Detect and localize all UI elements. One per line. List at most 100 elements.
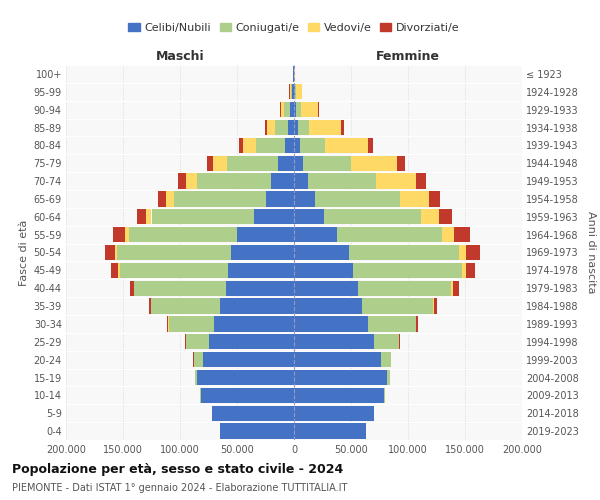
Bar <box>294 209 323 224</box>
Bar <box>308 174 376 188</box>
Bar <box>112 263 118 278</box>
Bar <box>294 156 303 171</box>
Bar <box>294 334 374 349</box>
Bar <box>294 192 314 206</box>
Bar <box>349 245 460 260</box>
Bar <box>213 156 227 171</box>
Bar <box>239 138 242 153</box>
Bar <box>466 263 475 278</box>
Bar <box>169 316 214 332</box>
Bar <box>376 174 416 188</box>
Bar <box>137 209 146 224</box>
Bar <box>220 424 294 438</box>
Bar <box>294 316 368 332</box>
Bar <box>214 316 294 332</box>
Bar <box>300 138 325 153</box>
Bar <box>125 227 128 242</box>
Bar <box>203 352 294 367</box>
Bar <box>167 316 169 332</box>
Bar <box>290 84 292 100</box>
Bar <box>195 370 197 385</box>
Bar <box>368 138 373 153</box>
Bar <box>433 298 434 314</box>
Bar <box>284 102 290 117</box>
Bar <box>296 84 302 100</box>
Bar <box>265 120 266 135</box>
Bar <box>256 138 285 153</box>
Text: PIEMONTE - Dati ISTAT 1° gennaio 2024 - Elaborazione TUTTITALIA.IT: PIEMONTE - Dati ISTAT 1° gennaio 2024 - … <box>12 483 347 493</box>
Bar <box>294 388 384 403</box>
Bar <box>265 192 294 206</box>
Bar <box>271 174 294 188</box>
Bar <box>303 156 351 171</box>
Bar <box>117 245 232 260</box>
Bar <box>314 192 400 206</box>
Bar <box>115 245 117 260</box>
Bar <box>197 174 271 188</box>
Bar <box>281 102 284 117</box>
Text: Femmine: Femmine <box>376 50 440 63</box>
Bar <box>294 406 374 421</box>
Bar <box>151 209 254 224</box>
Bar <box>226 280 294 296</box>
Bar <box>323 209 421 224</box>
Bar <box>294 102 296 117</box>
Bar <box>294 138 300 153</box>
Bar <box>166 192 174 206</box>
Text: Popolazione per età, sesso e stato civile - 2024: Popolazione per età, sesso e stato civil… <box>12 462 343 475</box>
Bar <box>374 334 399 349</box>
Bar <box>442 227 454 242</box>
Bar <box>434 298 437 314</box>
Bar <box>294 84 295 100</box>
Bar <box>290 102 294 117</box>
Bar <box>353 263 461 278</box>
Bar <box>451 280 454 296</box>
Bar <box>421 209 439 224</box>
Bar <box>113 227 125 242</box>
Bar <box>228 263 294 278</box>
Bar <box>209 334 294 349</box>
Bar <box>278 156 294 171</box>
Bar <box>119 263 228 278</box>
Bar <box>388 370 391 385</box>
Bar <box>232 245 294 260</box>
Bar <box>194 352 203 367</box>
Bar <box>454 227 470 242</box>
Bar <box>296 102 301 117</box>
Bar <box>292 84 294 100</box>
Bar <box>351 156 397 171</box>
Bar <box>400 192 428 206</box>
Bar <box>242 138 256 153</box>
Bar <box>362 298 433 314</box>
Bar <box>158 192 166 206</box>
Bar <box>185 174 197 188</box>
Bar <box>294 227 337 242</box>
Bar <box>118 263 119 278</box>
Y-axis label: Anni di nascita: Anni di nascita <box>586 211 596 294</box>
Bar <box>275 120 289 135</box>
Bar <box>416 316 418 332</box>
Bar <box>428 192 440 206</box>
Bar <box>466 245 480 260</box>
Bar <box>461 263 466 278</box>
Bar <box>337 227 442 242</box>
Bar <box>397 156 404 171</box>
Bar <box>149 298 151 314</box>
Bar <box>186 334 209 349</box>
Bar <box>197 370 294 385</box>
Bar <box>294 370 388 385</box>
Bar <box>220 298 294 314</box>
Bar <box>358 280 451 296</box>
Bar <box>285 138 294 153</box>
Bar <box>266 120 275 135</box>
Bar <box>399 334 400 349</box>
Bar <box>134 280 226 296</box>
Bar <box>151 298 220 314</box>
Bar <box>128 227 237 242</box>
Bar <box>212 406 294 421</box>
Bar <box>294 263 353 278</box>
Bar <box>200 388 294 403</box>
Bar <box>295 84 296 100</box>
Y-axis label: Fasce di età: Fasce di età <box>19 220 29 286</box>
Bar <box>318 102 319 117</box>
